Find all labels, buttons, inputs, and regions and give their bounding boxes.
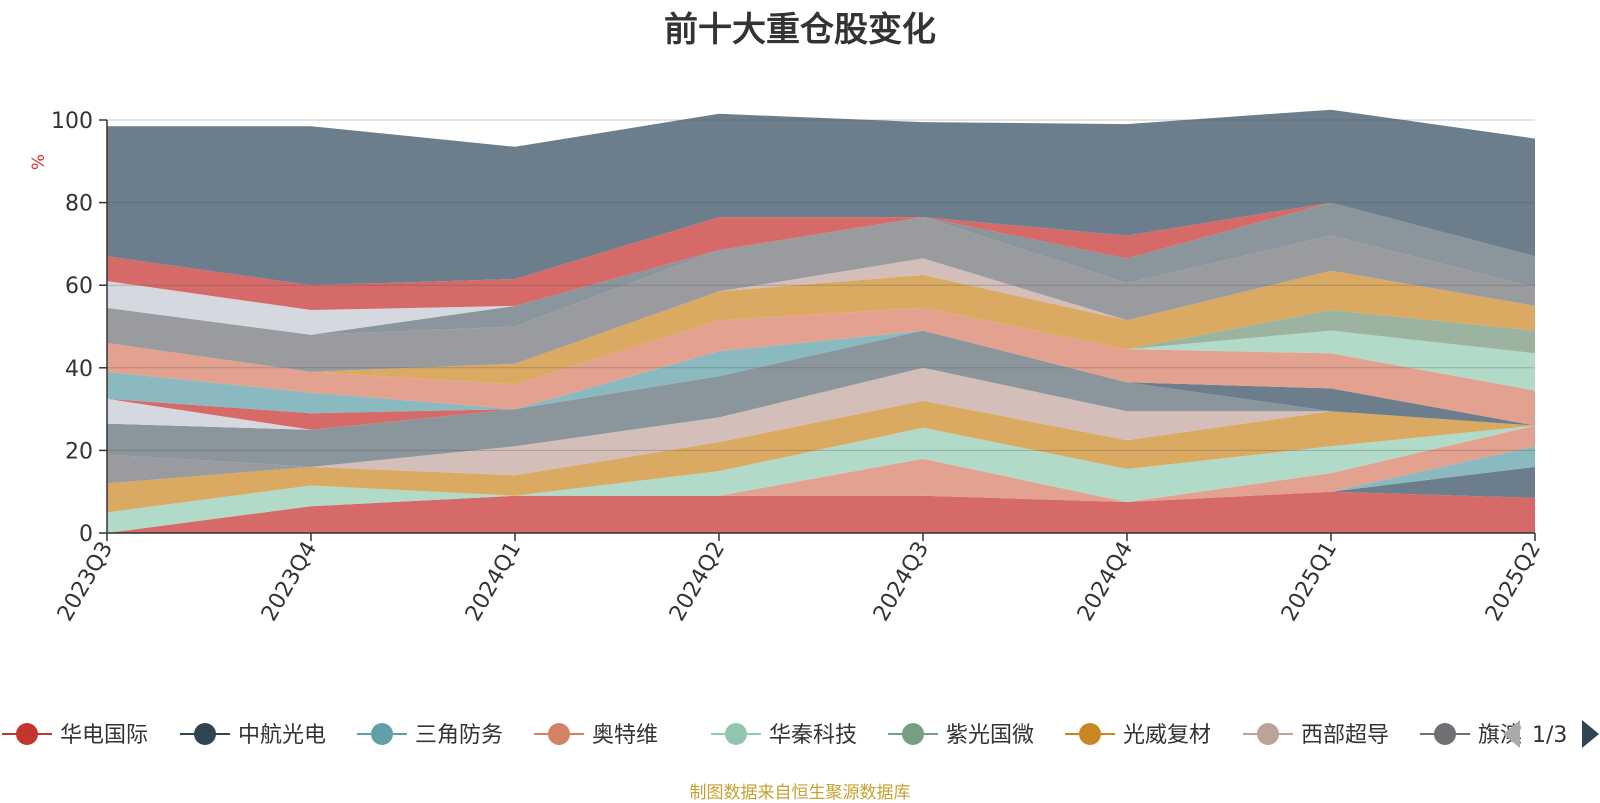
legend-prev-icon[interactable] <box>1503 720 1520 748</box>
chart-title: 前十大重仓股变化 <box>664 10 936 50</box>
legend-label: 华秦科技 <box>769 723 857 748</box>
x-tick-label-1: 2023Q4 <box>257 538 322 626</box>
area-series-8 <box>107 367 1535 484</box>
legend-label: 西部超导 <box>1301 723 1389 748</box>
legend-marker-icon <box>371 723 393 745</box>
source-note: 制图数据来自恒生聚源数据库 <box>689 783 911 803</box>
y-unit-label: % <box>29 154 49 170</box>
x-tick-label-4: 2024Q3 <box>869 538 934 626</box>
y-tick-label-0: 0 <box>79 522 93 547</box>
x-tick-label-0: 2023Q3 <box>53 538 118 626</box>
legend-marker-icon <box>194 723 216 745</box>
legend-label: 奥特维 <box>592 723 658 748</box>
legend-item-4[interactable]: 华秦科技 <box>711 723 857 748</box>
legend-marker-icon <box>1257 723 1279 745</box>
legend-marker-icon <box>1079 723 1101 745</box>
legend-label: 光威复材 <box>1123 723 1211 748</box>
y-tick-label-4: 80 <box>65 192 93 217</box>
area-series-6 <box>107 400 1535 513</box>
legend-marker-icon <box>1434 723 1456 745</box>
legend-item-0[interactable]: 华电国际 <box>2 723 148 748</box>
legend-marker-icon <box>16 723 38 745</box>
area-series-15 <box>107 307 1535 391</box>
x-tick-label-2: 2024Q1 <box>461 538 526 626</box>
legend-marker-icon <box>902 723 924 745</box>
x-tick-label-6: 2025Q1 <box>1277 538 1342 626</box>
y-tick-label-5: 100 <box>51 109 93 134</box>
legend-item-6[interactable]: 光威复材 <box>1065 723 1211 748</box>
area-series-13 <box>107 330 1535 426</box>
area-series-0 <box>107 491 1535 533</box>
area-series-18 <box>107 258 1535 372</box>
area-series-7 <box>107 367 1535 484</box>
y-tick-label-3: 60 <box>65 274 93 299</box>
legend-item-3[interactable]: 奥特维 <box>534 723 658 748</box>
legend-item-7[interactable]: 西部超导 <box>1243 723 1389 748</box>
area-series-23 <box>107 109 1535 286</box>
y-tick-label-1: 20 <box>65 439 93 464</box>
legend-marker-icon <box>548 723 570 745</box>
legend-item-5[interactable]: 紫光国微 <box>888 723 1034 748</box>
area-layer <box>107 109 1535 533</box>
area-series-17 <box>107 270 1535 385</box>
legend: 华电国际 中航光电 三角防务 奥特维 华秦科技 紫光国微 光威复材 西部超导 旗滨 1/3 <box>2 720 1599 748</box>
y-tick-label-2: 40 <box>65 357 93 382</box>
x-tick-label-5: 2024Q4 <box>1073 538 1138 626</box>
area-series-19 <box>107 217 1535 372</box>
legend-label: 紫光国微 <box>946 723 1034 748</box>
area-series-12 <box>107 330 1535 430</box>
area-series-21 <box>107 202 1535 335</box>
legend-label: 华电国际 <box>60 723 148 748</box>
legend-label: 中航光电 <box>238 723 326 748</box>
grid-layer <box>107 119 1535 451</box>
legend-item-1[interactable]: 中航光电 <box>180 723 326 748</box>
area-series-22 <box>107 202 1535 310</box>
legend-label: 三角防务 <box>415 723 503 748</box>
x-tick-label-7: 2025Q2 <box>1481 538 1546 626</box>
legend-marker-icon <box>725 723 747 745</box>
area-series-9 <box>107 330 1535 467</box>
area-series-4 <box>107 425 1535 533</box>
legend-next-icon[interactable] <box>1582 720 1599 748</box>
area-series-3 <box>107 425 1535 533</box>
legend-item-2[interactable]: 三角防务 <box>357 723 503 748</box>
x-tick-label-3: 2024Q2 <box>665 538 730 626</box>
area-series-14 <box>107 307 1535 426</box>
legend-page-indicator: 1/3 <box>1532 723 1567 748</box>
